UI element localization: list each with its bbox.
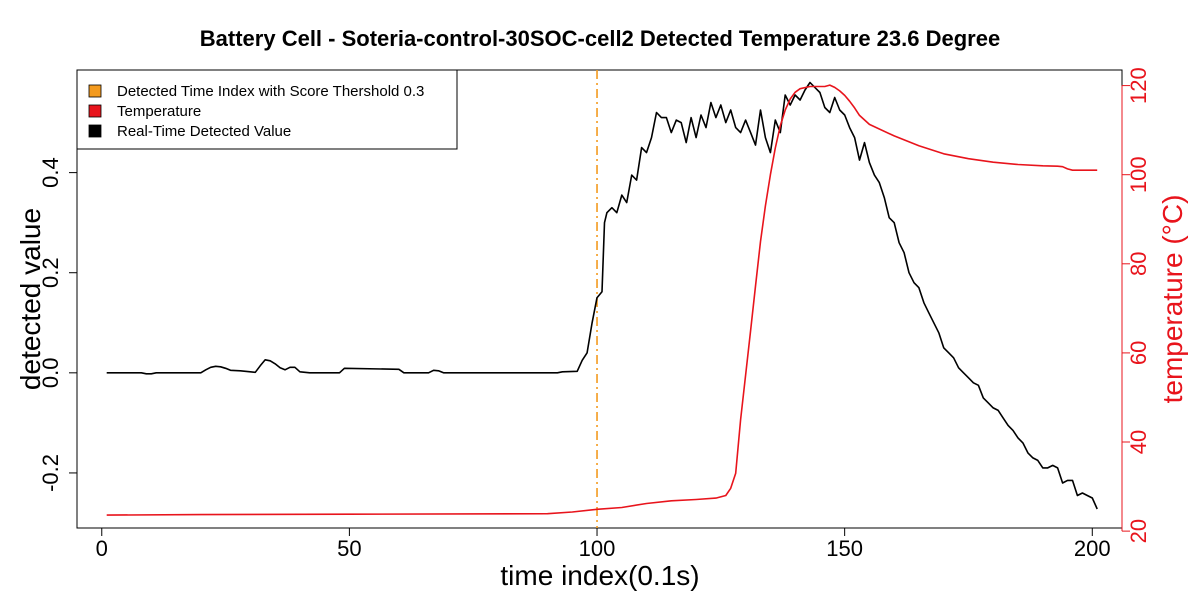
y-left-tick-label: 0.2 — [38, 257, 63, 288]
legend-label: Detected Time Index with Score Thershold… — [117, 83, 424, 100]
legend-swatch — [88, 84, 102, 98]
y-axis-right-label: temperature (°C) — [1157, 195, 1188, 404]
y-right-tick-label: 120 — [1126, 67, 1151, 104]
y-left-tick-label: 0.4 — [38, 157, 63, 188]
detected-value-line — [106, 81, 1098, 510]
temperature-line — [106, 84, 1098, 516]
x-axis: 0 50 100 150 200 — [96, 527, 1111, 561]
y-right-tick-label: 100 — [1126, 156, 1151, 193]
y-right-tick-label: 60 — [1126, 341, 1151, 365]
series-layer — [106, 70, 1098, 528]
legend-label: Real-Time Detected Value — [117, 123, 291, 140]
x-tick-label: 150 — [826, 536, 863, 561]
x-tick-label: 200 — [1074, 536, 1111, 561]
legend-items: Detected Time Index with Score Thershold… — [88, 83, 424, 140]
legend-box — [76, 69, 458, 150]
legend: Detected Time Index with Score Thershold… — [76, 69, 458, 150]
legend-swatch — [88, 124, 102, 138]
x-tick-label: 50 — [337, 536, 361, 561]
x-tick-label: 100 — [579, 536, 616, 561]
x-axis-label: time index(0.1s) — [500, 560, 699, 591]
legend-swatch — [88, 104, 102, 118]
legend-label: Temperature — [117, 103, 201, 120]
y-axis-left-label: detected value — [15, 208, 46, 390]
y-axis-left: -0.2 0.0 0.2 0.4 — [38, 157, 78, 492]
y-right-tick-label: 80 — [1126, 252, 1151, 276]
y-left-tick-label: 0.0 — [38, 358, 63, 389]
y-axis-right: 20 40 60 80 100 120 — [1121, 67, 1151, 543]
y-right-tick-label: 40 — [1126, 430, 1151, 454]
y-right-tick-label: 20 — [1126, 519, 1151, 543]
chart-title: Battery Cell - Soteria-control-30SOC-cel… — [200, 26, 1000, 51]
y-left-tick-label: -0.2 — [38, 454, 63, 492]
x-tick-label: 0 — [96, 536, 108, 561]
